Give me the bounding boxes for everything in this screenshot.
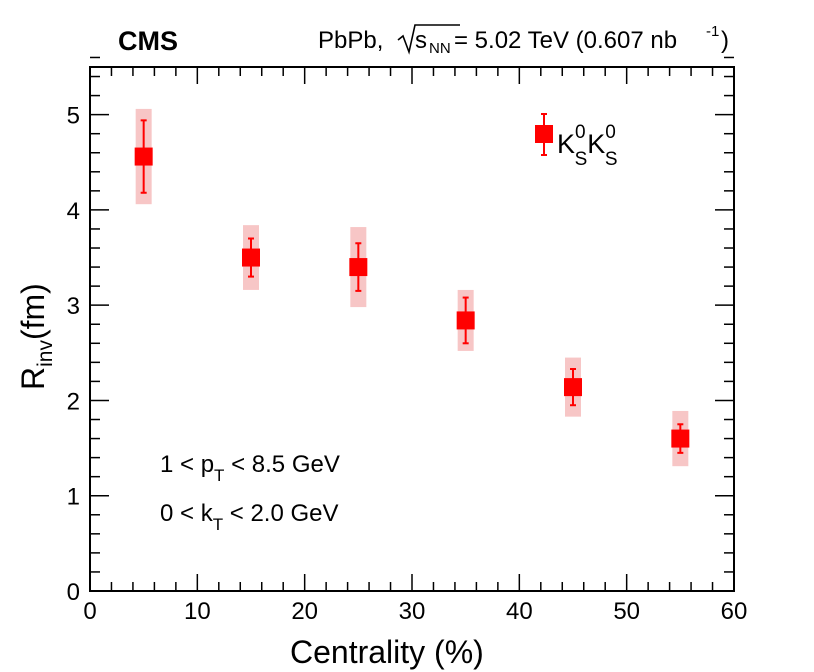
experiment-label: CMS: [118, 26, 178, 56]
y-tick-labels: 0 1 2 3 4 5: [67, 103, 80, 606]
y-tick-label: 5: [67, 103, 80, 130]
annotation-kt: 0 < kT < 2.0 GeV: [160, 500, 339, 534]
x-tick-label: 40: [506, 598, 533, 625]
data-point: [242, 225, 260, 290]
legend: K0 SK0 S: [535, 113, 618, 170]
y-tick-label: 0: [67, 579, 80, 606]
data-point: [564, 357, 582, 417]
sqrt-sign-icon: [397, 24, 460, 55]
data-points: [134, 108, 690, 467]
y-tick-label: 2: [67, 388, 80, 415]
x-tick-label: 0: [83, 598, 96, 625]
x-tick-label: 30: [399, 598, 426, 625]
x-tick-labels: 0 10 20 30 40 50 60: [83, 598, 747, 625]
annotation-pt: 1 < pT < 8.5 GeV: [160, 451, 340, 485]
x-tick-label: 60: [721, 598, 748, 625]
kinematic-cuts: 1 < pT < 8.5 GeV 0 < kT < 2.0 GeV: [160, 451, 340, 534]
y-axis-title-unit: (fm): [15, 283, 51, 340]
y-tick-label: 3: [67, 293, 80, 320]
header-s: s: [415, 27, 427, 54]
y-axis-title: Rinv(fm): [15, 283, 57, 390]
legend-marker-square: [535, 125, 553, 143]
x-axis-title: Centrality (%): [290, 634, 484, 670]
y-tick-label: 4: [67, 198, 80, 225]
x-tick-label: 20: [291, 598, 318, 625]
marker-square: [242, 248, 260, 267]
marker-square: [134, 147, 153, 166]
y-axis-title-main: R: [15, 367, 51, 390]
header-energy: = 5.02 TeV (0.607 nb: [454, 27, 677, 54]
data-point: [671, 410, 690, 467]
data-point: [349, 227, 368, 308]
data-point: [134, 108, 153, 205]
collision-header: PbPb, s NN = 5.02 TeV (0.607 nb -1 ): [318, 23, 729, 57]
header-system: PbPb,: [318, 27, 383, 54]
data-point: [456, 289, 475, 351]
svg-text:Rinv(fm): Rinv(fm): [15, 283, 57, 390]
header-lumi-sup: -1: [706, 23, 719, 40]
marker-square: [671, 429, 690, 448]
x-tick-label: 10: [184, 598, 211, 625]
axis-ticks: [89, 56, 735, 592]
y-axis-title-sub: inv: [34, 340, 57, 367]
x-tick-label: 50: [613, 598, 640, 625]
header-s-sub: NN: [429, 40, 451, 57]
marker-square: [564, 378, 582, 397]
y-tick-label: 1: [67, 484, 80, 511]
marker-square: [349, 258, 368, 277]
legend-label: K0 SK0 S: [557, 122, 618, 170]
marker-square: [456, 311, 475, 330]
header-close: ): [721, 27, 729, 54]
